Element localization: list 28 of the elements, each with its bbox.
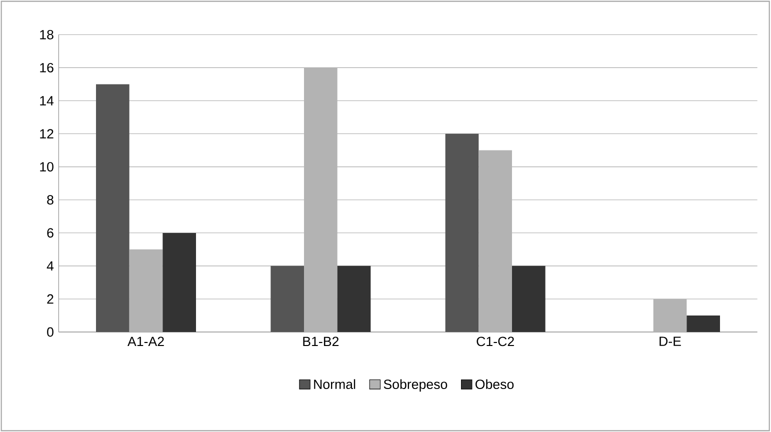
- bar: [653, 298, 687, 332]
- bar: [512, 266, 546, 332]
- y-tick-label: 0: [47, 327, 54, 337]
- bar: [686, 315, 720, 332]
- bar: [270, 266, 304, 332]
- y-tick-label: 6: [47, 228, 54, 238]
- y-tick-label: 16: [40, 62, 54, 72]
- x-tick-label: C1-C2: [476, 336, 514, 346]
- bar: [478, 150, 512, 332]
- bar: [337, 266, 371, 332]
- bar: [162, 232, 196, 332]
- x-tick-label: A1-A2: [127, 336, 164, 346]
- y-tick-label: 2: [47, 294, 54, 304]
- legend-label: Normal: [314, 379, 356, 390]
- bar: [445, 134, 479, 332]
- bar: [304, 68, 338, 332]
- bar: [129, 249, 163, 332]
- x-tick-label: B1-B2: [303, 336, 339, 346]
- legend-label: Obeso: [476, 379, 514, 390]
- y-tick-label: 8: [47, 195, 54, 205]
- y-tick-label: 4: [46, 261, 54, 271]
- y-tick-label: 10: [40, 162, 54, 172]
- y-tick-label: 14: [40, 96, 54, 106]
- legend-label: Sobrepeso: [384, 379, 448, 392]
- y-tick-label: 18: [40, 30, 54, 40]
- x-tick-label: D-E: [660, 336, 681, 346]
- y-tick-label: 12: [40, 129, 54, 138]
- bar: [96, 84, 130, 332]
